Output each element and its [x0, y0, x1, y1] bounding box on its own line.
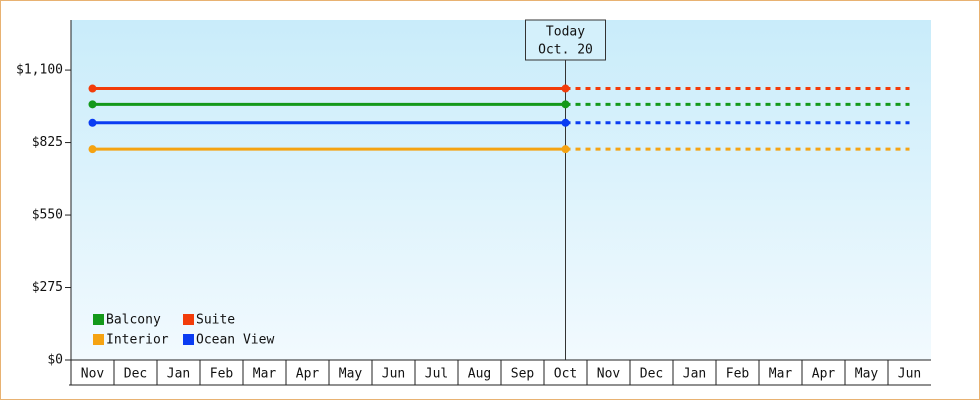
x-tick-label: May [855, 367, 879, 382]
x-tick-label: Oct [554, 367, 577, 382]
plot-area [71, 20, 931, 360]
point [561, 145, 570, 154]
y-tick-label: $275 [32, 280, 63, 295]
legend-swatch [93, 334, 104, 345]
point [88, 145, 97, 154]
y-tick-label: $1,100 [16, 63, 63, 78]
legend-swatch [183, 334, 194, 345]
point [561, 84, 570, 93]
x-tick-label: Jul [425, 367, 448, 382]
x-tick-label: Jun [382, 367, 405, 382]
legend-label: Suite [196, 313, 235, 328]
x-tick-label: Nov [81, 367, 105, 382]
point [88, 118, 97, 127]
point [561, 100, 570, 109]
x-tick-label: Jan [683, 367, 706, 382]
x-tick-label: Jan [167, 367, 190, 382]
today-box [525, 19, 606, 61]
point [88, 84, 97, 93]
x-tick-label: Sep [511, 367, 535, 382]
x-tick-label: Mar [769, 367, 793, 382]
legend-label: Balcony [106, 313, 161, 328]
x-tick-label: May [339, 367, 363, 382]
x-tick-label: Feb [726, 367, 750, 382]
x-tick-label: Jun [898, 367, 921, 382]
legend-label: Ocean View [196, 333, 274, 348]
legend-swatch [183, 314, 194, 325]
x-tick-label: Apr [296, 367, 320, 382]
x-tick-label: Feb [210, 367, 234, 382]
y-tick-label: $550 [32, 208, 63, 223]
legend-label: Interior [106, 333, 169, 348]
today-label: Today [546, 25, 585, 40]
x-tick-label: Dec [124, 367, 147, 382]
point [88, 100, 97, 109]
y-tick-label: $825 [32, 135, 63, 150]
x-tick-label: Dec [640, 367, 663, 382]
today-date: Oct. 20 [538, 43, 593, 58]
x-tick-label: Mar [253, 367, 277, 382]
y-tick-label: $0 [47, 353, 63, 368]
x-tick-label: Nov [597, 367, 621, 382]
point [561, 118, 570, 127]
legend-swatch [93, 314, 104, 325]
x-tick-label: Aug [468, 367, 491, 382]
x-tick-label: Apr [812, 367, 836, 382]
